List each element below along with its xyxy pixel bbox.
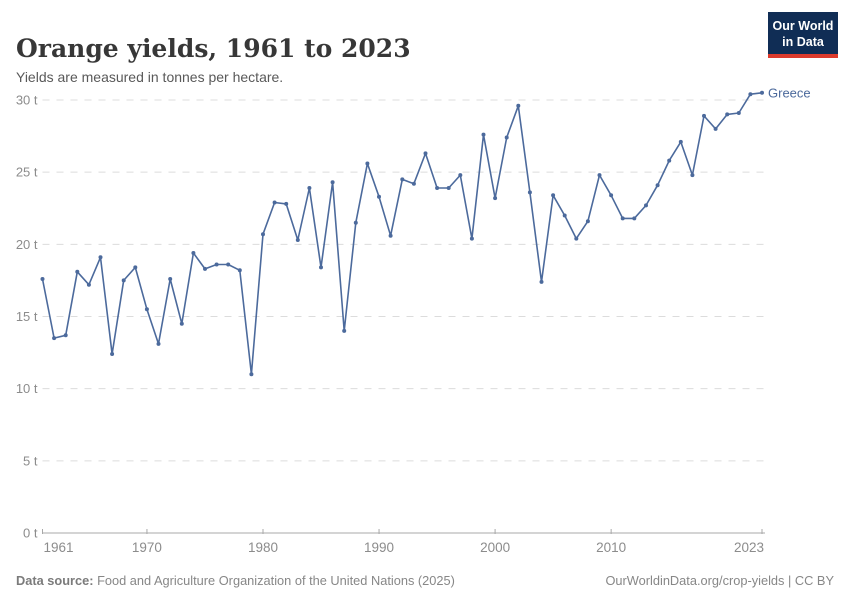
data-point[interactable] (377, 194, 381, 199)
data-point[interactable] (179, 321, 184, 326)
y-tick-label: 15 t (16, 309, 38, 324)
data-point[interactable] (52, 336, 57, 341)
data-point[interactable] (144, 307, 149, 312)
x-tick-label: 1990 (364, 540, 394, 555)
data-point[interactable] (539, 279, 544, 284)
data-source-label: Data source: (16, 573, 94, 588)
owid-link[interactable]: OurWorldinData.org/crop-yields | CC BY (605, 573, 834, 588)
chart-footer: Data source: Food and Agriculture Organi… (0, 573, 850, 588)
data-point[interactable] (574, 236, 579, 241)
chart-subtitle: Yields are measured in tonnes per hectar… (16, 69, 284, 85)
data-point[interactable] (168, 277, 173, 281)
data-point[interactable] (551, 193, 556, 198)
owid-logo[interactable]: Our World in Data (768, 12, 838, 58)
y-tick-label: 10 t (16, 381, 38, 396)
data-point[interactable] (75, 269, 80, 274)
data-point[interactable] (121, 278, 126, 283)
data-point[interactable] (86, 282, 91, 287)
data-point[interactable] (226, 262, 231, 267)
data-point[interactable] (191, 251, 196, 255)
y-tick-label: 0 t (23, 526, 38, 541)
x-tick-label: 1970 (132, 540, 162, 555)
data-point[interactable] (284, 201, 289, 206)
y-tick-label: 25 t (16, 165, 38, 180)
data-point[interactable] (481, 132, 486, 137)
data-point[interactable] (644, 203, 648, 208)
data-point[interactable] (678, 139, 683, 144)
data-point[interactable] (597, 173, 602, 178)
data-point[interactable] (702, 113, 706, 118)
data-point[interactable] (562, 213, 567, 218)
data-point[interactable] (110, 352, 115, 356)
data-point[interactable] (214, 262, 219, 267)
data-point[interactable] (319, 265, 323, 270)
data-point[interactable] (527, 190, 532, 195)
x-tick-label: 1961 (44, 540, 74, 555)
data-point[interactable] (760, 90, 764, 95)
data-point[interactable] (493, 196, 498, 201)
y-tick-label: 20 t (16, 237, 38, 252)
data-point[interactable] (133, 265, 138, 270)
data-point[interactable] (63, 333, 68, 338)
y-tick-label: 30 t (16, 93, 38, 108)
data-point[interactable] (620, 216, 625, 221)
x-tick-label: 2023 (734, 540, 764, 555)
series-line-greece[interactable] (41, 92, 763, 375)
data-point[interactable] (725, 112, 730, 117)
data-point[interactable] (667, 158, 672, 163)
y-tick-label: 5 t (23, 453, 38, 468)
data-point[interactable] (272, 200, 277, 205)
data-point[interactable] (295, 238, 300, 242)
data-point[interactable] (156, 341, 161, 346)
data-point[interactable] (713, 126, 718, 131)
data-point[interactable] (411, 181, 416, 186)
data-point[interactable] (98, 255, 103, 260)
data-point[interactable] (342, 328, 347, 333)
data-point[interactable] (249, 372, 254, 377)
data-point[interactable] (203, 266, 207, 271)
data-point[interactable] (655, 183, 660, 188)
data-point[interactable] (435, 186, 440, 190)
data-point[interactable] (365, 161, 370, 166)
data-point[interactable] (353, 220, 358, 225)
data-point[interactable] (469, 236, 474, 241)
data-point[interactable] (446, 186, 451, 190)
data-point[interactable] (736, 111, 741, 115)
data-point[interactable] (690, 173, 695, 178)
data-point[interactable] (609, 193, 614, 198)
data-point[interactable] (748, 92, 753, 97)
x-tick-label: 1980 (248, 540, 278, 555)
data-point[interactable] (632, 216, 637, 221)
data-point[interactable] (237, 268, 242, 273)
owid-logo-line2: in Data (782, 35, 824, 49)
page-title: Orange yields, 1961 to 2023 (16, 33, 411, 63)
owid-logo-line1: Our World (772, 19, 834, 33)
entity-label: Greece (768, 85, 811, 100)
data-point[interactable] (388, 233, 393, 238)
data-point[interactable] (458, 173, 463, 178)
data-point[interactable] (40, 277, 45, 281)
x-tick-label: 2010 (596, 540, 626, 555)
data-source-note: Data source: Food and Agriculture Organi… (16, 573, 455, 588)
data-point[interactable] (585, 219, 590, 224)
data-point[interactable] (330, 180, 335, 185)
data-point[interactable] (516, 103, 521, 108)
data-point[interactable] (400, 177, 405, 182)
data-point[interactable] (504, 135, 509, 140)
data-point[interactable] (307, 186, 312, 190)
data-point[interactable] (261, 232, 265, 237)
x-tick-label: 2000 (480, 540, 510, 555)
data-point[interactable] (423, 151, 428, 156)
data-source-text: Food and Agriculture Organization of the… (93, 573, 455, 588)
